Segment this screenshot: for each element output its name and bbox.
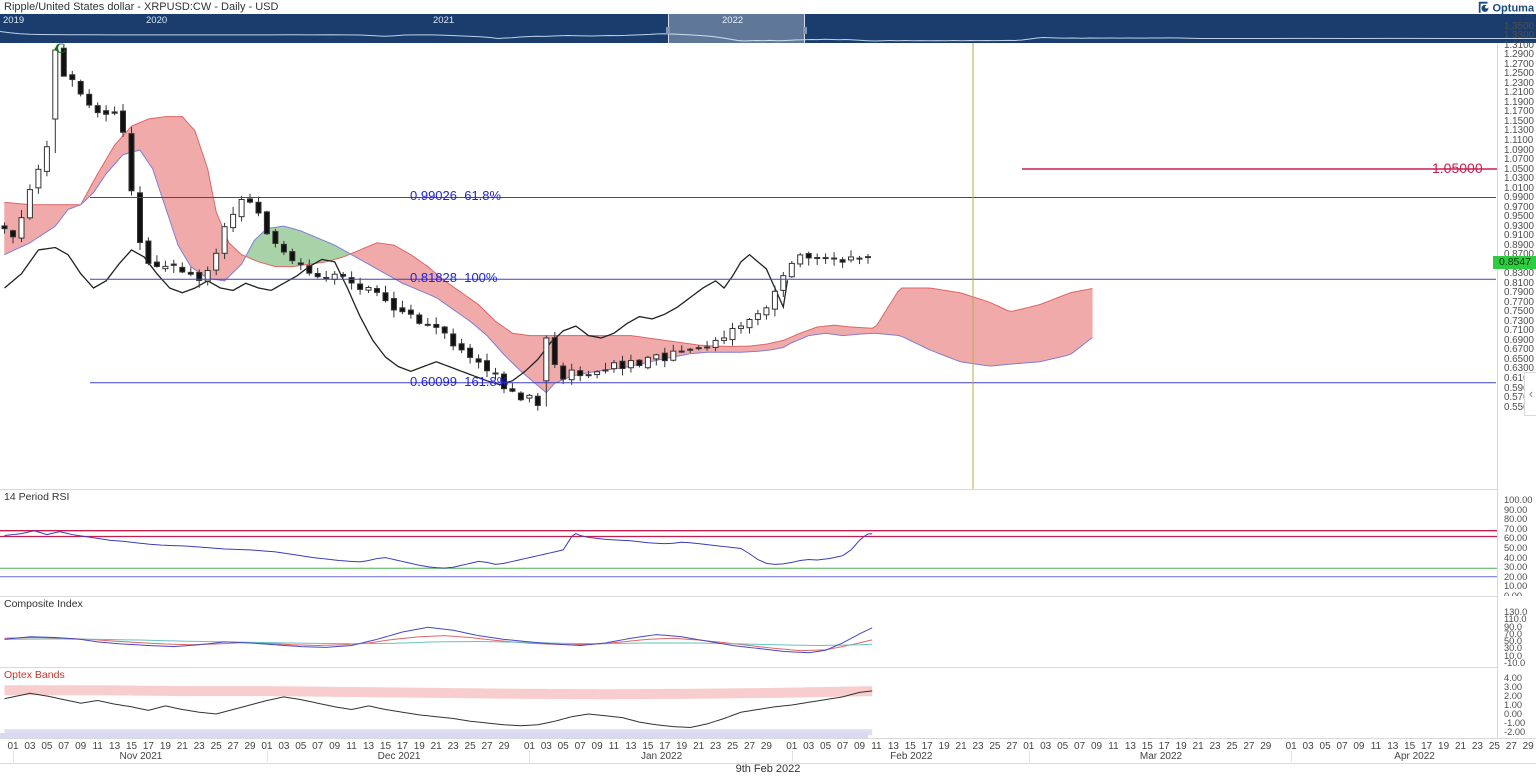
svg-text:Optuma: Optuma <box>1493 2 1535 14</box>
